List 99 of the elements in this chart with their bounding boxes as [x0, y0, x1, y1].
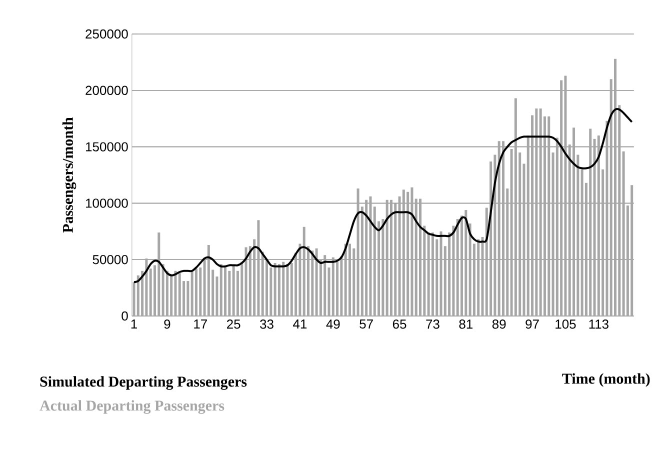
x-tick-label: 65 — [392, 320, 406, 329]
bar — [468, 224, 472, 316]
bar — [170, 274, 173, 316]
bar — [498, 141, 500, 316]
bar — [419, 198, 422, 316]
bar — [332, 257, 334, 316]
text: Simulated Departing Passengers — [40, 376, 247, 390]
bar — [406, 192, 410, 316]
bar — [431, 232, 434, 316]
bar — [286, 264, 289, 316]
bar — [452, 226, 455, 316]
x-tick-label: 113 — [589, 320, 608, 329]
bar — [274, 262, 276, 316]
bar — [158, 232, 160, 316]
x-tick-label: 73 — [426, 320, 440, 329]
bar — [494, 154, 496, 316]
bar — [278, 264, 280, 316]
bar — [186, 281, 190, 316]
y-axis-title: Passengers/month — [62, 117, 76, 233]
bar — [622, 151, 625, 316]
y-tick-label: 200000 — [86, 86, 128, 96]
bar — [344, 244, 347, 316]
bar — [580, 169, 584, 316]
bar — [257, 220, 260, 316]
bar — [386, 200, 388, 316]
x-tick-label: 105 — [556, 320, 576, 329]
bar — [228, 270, 231, 316]
x-axis-title: Time (month) — [562, 373, 650, 387]
x-tick-label: 89 — [492, 320, 506, 329]
bar — [564, 76, 567, 316]
bar — [224, 266, 227, 316]
bar — [464, 210, 468, 316]
bar — [502, 141, 504, 316]
bar — [539, 108, 542, 316]
bar — [597, 136, 600, 316]
bar — [315, 248, 318, 316]
bar — [394, 203, 397, 316]
bar — [373, 206, 376, 316]
x-tick-label: 49 — [326, 320, 340, 329]
bar — [340, 256, 343, 316]
bar — [324, 255, 326, 316]
x-tick-label: 1 — [131, 320, 137, 328]
line-series — [132, 108, 633, 284]
bar — [414, 198, 418, 316]
bar — [232, 265, 235, 316]
bar — [535, 108, 538, 316]
bar — [456, 218, 459, 316]
bar — [481, 237, 484, 316]
bar — [149, 268, 152, 316]
bar — [572, 128, 576, 316]
x-tick-label: 97 — [526, 320, 539, 329]
bar — [282, 262, 285, 316]
bar — [606, 120, 608, 316]
bar — [190, 270, 194, 316]
x-tick-label: 25 — [227, 320, 240, 329]
x-tick-label: 17 — [194, 320, 207, 328]
bar — [220, 264, 222, 316]
bar — [244, 247, 248, 316]
bar — [174, 270, 177, 316]
bar — [356, 188, 360, 316]
bar — [548, 116, 550, 316]
bar — [593, 138, 596, 316]
bar — [514, 98, 517, 316]
x-tick-label: 81 — [459, 320, 472, 329]
bar — [614, 58, 617, 316]
text: Actual Departing Passengers — [40, 400, 224, 414]
bar — [352, 248, 356, 316]
bar — [477, 239, 480, 316]
bar — [178, 273, 181, 316]
bar — [348, 244, 351, 316]
bar — [145, 258, 148, 316]
y-tick-label: 250000 — [86, 29, 128, 39]
bar — [440, 231, 442, 316]
bar — [630, 185, 634, 316]
y-tick-label: 100000 — [86, 198, 128, 208]
bar — [410, 187, 414, 316]
bar — [390, 200, 392, 316]
x-tick-label: 41 — [293, 320, 307, 328]
x-tick-label: 33 — [260, 320, 274, 329]
bar — [589, 128, 592, 316]
x-tick-label: 9 — [164, 320, 170, 329]
y-tick-label: 150000 — [86, 142, 128, 152]
bar — [136, 275, 140, 316]
bar — [199, 268, 202, 316]
bar — [427, 232, 430, 316]
bar — [240, 262, 244, 316]
bar — [382, 218, 384, 316]
bar — [302, 226, 306, 316]
bar — [402, 190, 405, 316]
bar — [261, 252, 264, 316]
x-tick-label: 57 — [360, 320, 373, 329]
bar — [369, 196, 372, 316]
bar — [194, 268, 198, 316]
bar — [207, 244, 210, 316]
bar — [162, 264, 164, 316]
y-tick-label: 50000 — [92, 254, 128, 264]
bar — [365, 200, 368, 316]
y-tick-label: 0 — [122, 311, 128, 321]
bar — [298, 244, 302, 316]
